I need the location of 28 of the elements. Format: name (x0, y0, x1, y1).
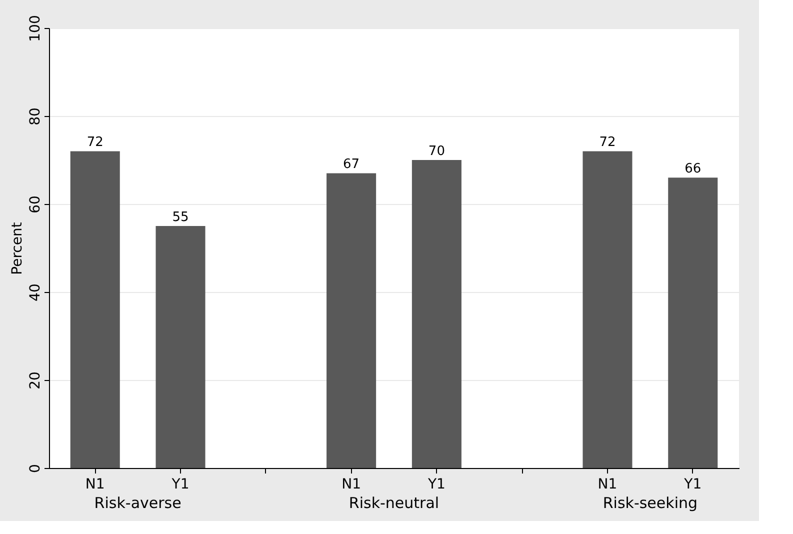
x-tick-label: N1 (85, 476, 105, 492)
data-label: 55 (172, 210, 189, 225)
y-tick-label: 40 (28, 284, 44, 302)
bar (412, 160, 462, 468)
bar (156, 226, 206, 468)
data-label: 72 (599, 135, 616, 150)
data-label: 70 (428, 144, 445, 159)
data-label: 67 (343, 157, 360, 172)
y-tick-label: 60 (28, 196, 44, 214)
text: Risk-neutral (348, 494, 440, 512)
y-tick-label: 80 (28, 108, 44, 126)
y-tick-label: 20 (28, 372, 44, 390)
text: Risk-seeking (602, 494, 698, 512)
x-tick-label: Y1 (426, 476, 446, 492)
x-tick-label: N1 (598, 476, 618, 492)
y-axis-title: Percent (10, 222, 26, 275)
y-tick-label: 0 (28, 464, 44, 473)
data-label: 66 (684, 162, 702, 177)
bar (326, 173, 376, 468)
x-tick-label: Y1 (683, 476, 702, 492)
x-tick-label: Y1 (170, 476, 190, 492)
data-label: 72 (86, 135, 104, 150)
x-tick-label: N1 (342, 476, 361, 492)
bar (582, 151, 632, 468)
y-tick-label: 100 (28, 15, 44, 42)
bar (70, 151, 120, 468)
text: Risk-averse (94, 494, 182, 512)
bar (668, 178, 718, 468)
